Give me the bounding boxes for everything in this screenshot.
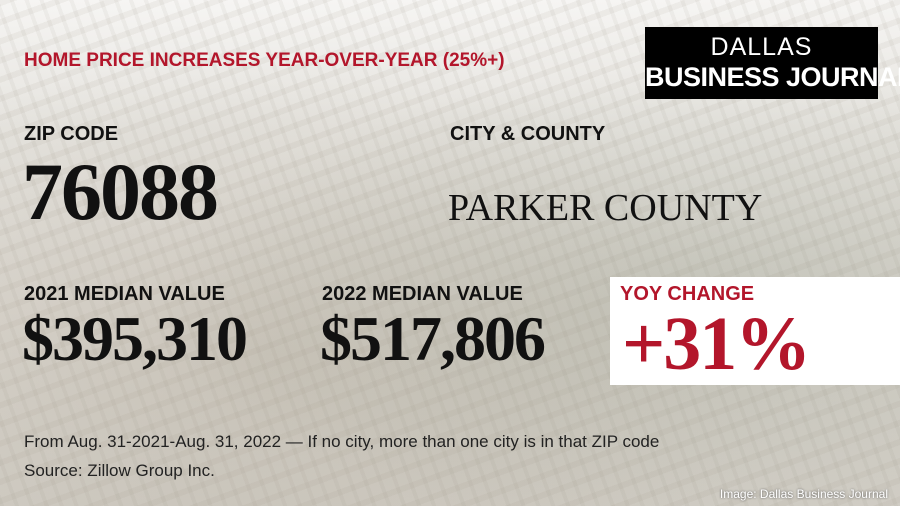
city-value: PARKER COUNTY bbox=[448, 187, 763, 229]
logo-line: DALLAS bbox=[710, 33, 813, 61]
zip-label: ZIP CODE bbox=[24, 123, 119, 145]
yoy-label: YOY CHANGE bbox=[620, 283, 755, 305]
median-2021-value: $395,310 bbox=[22, 303, 248, 374]
city-label: CITY & COUNTY bbox=[450, 123, 606, 145]
median-2022-label: 2022 MEDIAN VALUE bbox=[322, 283, 523, 305]
yoy-box: YOY CHANGE +31% bbox=[610, 277, 900, 386]
logo: DALLAS BUSINESS JOURNAL bbox=[645, 27, 900, 99]
title: HOME PRICE INCREASES YEAR-OVER-YEAR (25%… bbox=[24, 50, 505, 71]
yoy-value: +31% bbox=[622, 302, 811, 386]
median-2021-label: 2021 MEDIAN VALUE bbox=[24, 283, 225, 305]
source: Source: Zillow Group Inc. bbox=[24, 461, 215, 480]
logo-line: BUSINESS JOURNAL bbox=[645, 62, 900, 92]
image-credit: Image: Dallas Business Journal bbox=[719, 487, 888, 501]
footnote: From Aug. 31-2021-Aug. 31, 2022 — If no … bbox=[24, 432, 660, 451]
zip-value: 76088 bbox=[22, 146, 219, 237]
median-2022-value: $517,806 bbox=[320, 303, 546, 374]
